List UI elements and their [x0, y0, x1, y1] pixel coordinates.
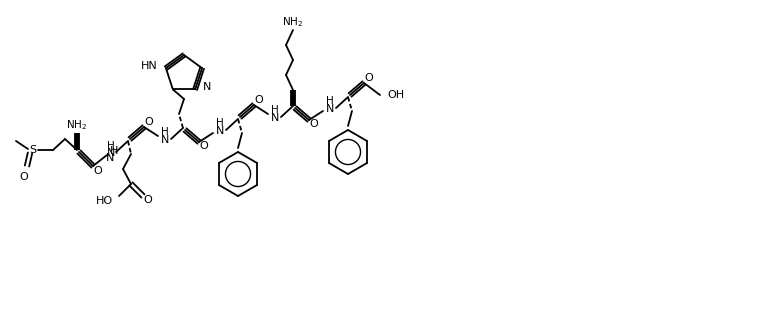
Text: O: O — [19, 172, 28, 182]
Text: H: H — [161, 127, 169, 137]
Text: O: O — [255, 95, 263, 105]
Text: S: S — [29, 145, 36, 155]
Text: N: N — [105, 153, 114, 163]
Text: N: N — [326, 104, 334, 114]
Text: N: N — [107, 148, 116, 158]
Text: OH: OH — [387, 90, 404, 100]
Text: O: O — [310, 119, 318, 129]
Text: O: O — [199, 141, 209, 151]
Text: NH$_2$: NH$_2$ — [283, 15, 303, 29]
Text: N: N — [216, 126, 224, 136]
Text: N: N — [203, 82, 212, 92]
Text: HN: HN — [141, 61, 158, 71]
Text: H: H — [216, 118, 224, 128]
Text: O: O — [365, 73, 373, 83]
Text: O: O — [144, 195, 152, 205]
Text: N: N — [161, 135, 169, 145]
Text: HO: HO — [96, 196, 113, 206]
Text: H: H — [326, 96, 334, 106]
Text: H: H — [107, 141, 115, 151]
Text: O: O — [94, 166, 102, 176]
Text: H: H — [271, 105, 279, 115]
Text: O: O — [145, 117, 153, 127]
Text: H: H — [110, 146, 118, 156]
Text: NH$_2$: NH$_2$ — [66, 118, 88, 132]
Text: N: N — [271, 113, 280, 123]
